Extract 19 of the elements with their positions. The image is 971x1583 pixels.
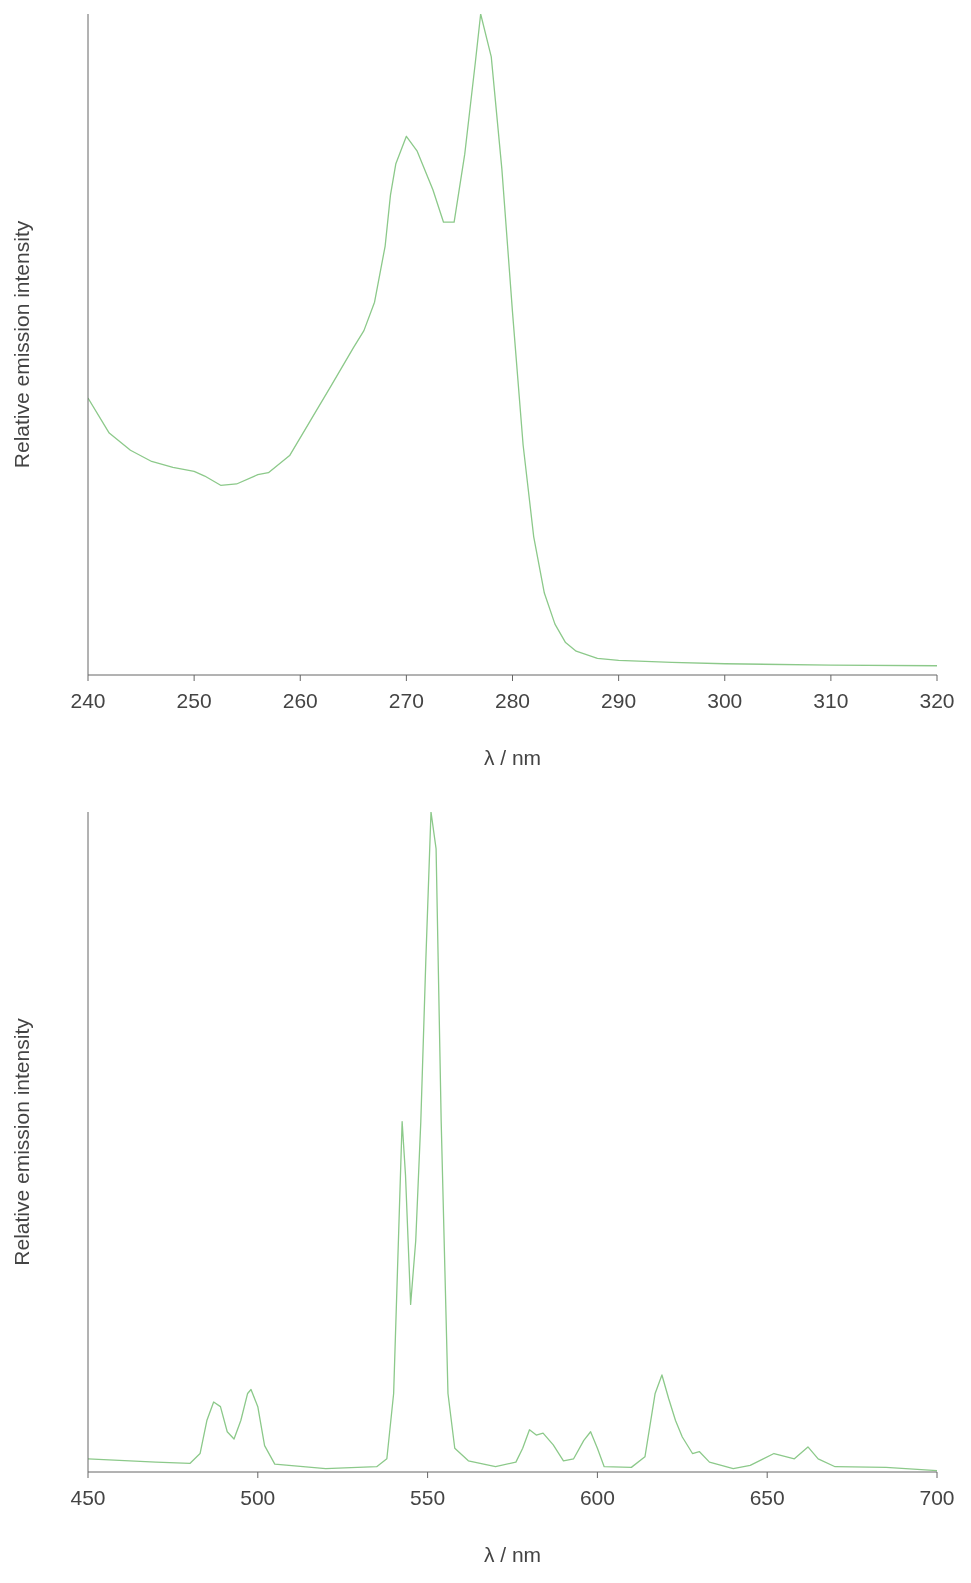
- y-axis-title: Relative emission intensity: [10, 1017, 34, 1266]
- x-tick-label: 500: [240, 1485, 276, 1509]
- x-tick-label: 310: [813, 688, 849, 712]
- x-tick-label: 240: [70, 688, 106, 712]
- x-tick-label: 700: [919, 1485, 955, 1509]
- x-tick-label: 290: [601, 688, 637, 712]
- y-axis-title: Relative emission intensity: [10, 220, 34, 469]
- x-axis-title: λ / nm: [483, 746, 542, 769]
- x-tick-label: 650: [749, 1485, 785, 1509]
- x-axis-title: λ / nm: [483, 1543, 542, 1566]
- x-tick-label: 600: [579, 1485, 615, 1509]
- x-tick-label: 300: [707, 688, 743, 712]
- x-tick-label: 280: [494, 688, 531, 712]
- x-tick-label: 450: [70, 1485, 106, 1509]
- x-tick-label: 260: [282, 688, 318, 712]
- x-tick-label: 550: [410, 1485, 446, 1509]
- x-tick-label: 320: [919, 688, 955, 712]
- x-tick-label: 250: [176, 688, 212, 712]
- x-tick-label: 270: [388, 688, 424, 712]
